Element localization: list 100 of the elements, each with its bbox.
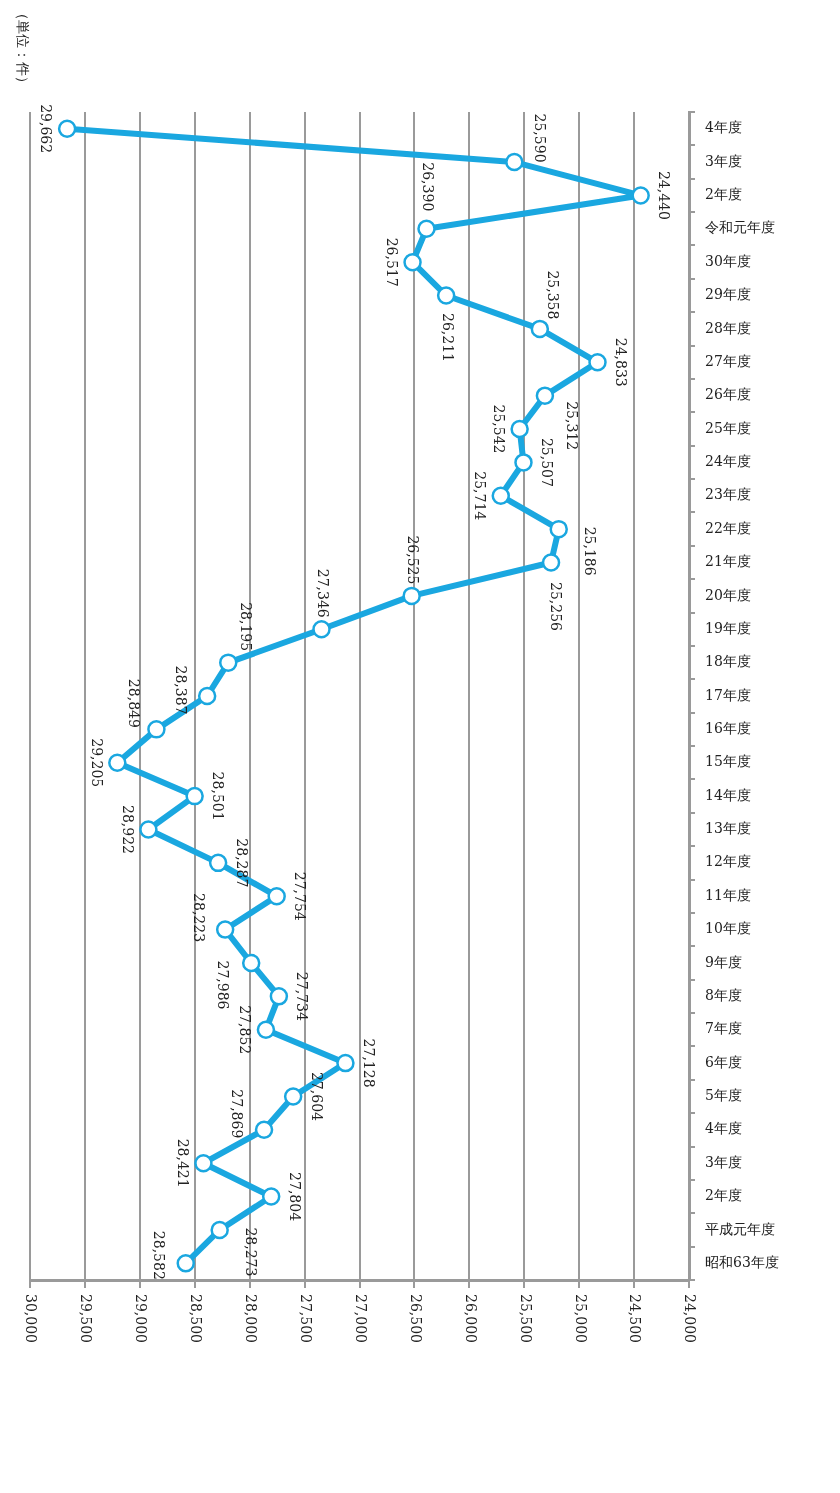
y-tick-label: 6年度 xyxy=(705,1053,742,1070)
point xyxy=(402,586,421,606)
point xyxy=(256,1020,276,1039)
point xyxy=(269,987,289,1006)
data-label: 28,387 xyxy=(172,665,189,715)
data-label: 24,833 xyxy=(612,337,629,387)
point xyxy=(417,219,436,239)
x-tick-label: 29,000 xyxy=(133,1294,150,1343)
point xyxy=(194,1153,213,1173)
data-label: 29,205 xyxy=(88,738,105,788)
point xyxy=(108,753,127,772)
data-label: 25,358 xyxy=(545,270,562,320)
y-tick-label: 23年度 xyxy=(705,486,751,503)
y-tick-label: 28年度 xyxy=(705,319,751,336)
y-tick-label: 昭和63年度 xyxy=(705,1253,779,1270)
point xyxy=(514,453,533,472)
data-label: 27,604 xyxy=(308,1071,325,1122)
y-tick-label: 3年度 xyxy=(705,152,742,169)
point xyxy=(510,419,529,439)
y-tick-label: 平成元年度 xyxy=(705,1220,775,1237)
point xyxy=(267,886,286,906)
text: （単位：件） xyxy=(15,6,32,90)
point xyxy=(588,353,607,372)
point xyxy=(185,786,204,806)
data-label: 28,223 xyxy=(190,893,207,943)
y-tick-label: 2年度 xyxy=(705,1187,742,1204)
y-tick-label: 2年度 xyxy=(705,186,742,203)
y-tick-label: 18年度 xyxy=(705,653,751,670)
y-tick-label: 21年度 xyxy=(705,553,751,570)
data-label: 26,390 xyxy=(419,162,436,212)
point xyxy=(139,820,158,839)
x-tick-label: 24,000 xyxy=(682,1294,699,1343)
data-label: 25,590 xyxy=(531,113,548,163)
data-label: 27,869 xyxy=(229,1089,246,1139)
data-label: 28,287 xyxy=(233,838,250,888)
point xyxy=(147,720,166,739)
x-tick-label: 24,500 xyxy=(627,1294,644,1343)
data-label: 27,346 xyxy=(314,568,331,618)
data-label: 28,195 xyxy=(237,602,254,652)
y-tick-label: 24年度 xyxy=(705,453,751,470)
point xyxy=(210,1220,229,1240)
point xyxy=(197,686,217,706)
x-tick-label: 26,000 xyxy=(462,1294,479,1343)
point xyxy=(549,519,568,539)
data-label: 27,754 xyxy=(292,871,309,921)
y-tick-label: 14年度 xyxy=(705,786,751,803)
point xyxy=(631,186,650,205)
point xyxy=(530,319,550,339)
x-tick-label: 27,500 xyxy=(297,1294,314,1343)
x-tick-label: 28,000 xyxy=(243,1294,260,1343)
data-label: 26,211 xyxy=(439,313,456,363)
x-tick-label: 26,500 xyxy=(407,1294,424,1343)
data-label: 25,312 xyxy=(564,401,581,451)
data-label: 28,501 xyxy=(210,771,226,821)
point xyxy=(312,620,331,639)
y-tick-label: 12年度 xyxy=(705,853,751,870)
data-label: 26,517 xyxy=(383,237,400,287)
data-label: 25,507 xyxy=(538,437,555,487)
y-tick-label: 17年度 xyxy=(705,686,751,703)
y-tick-label: 4年度 xyxy=(705,1120,742,1137)
data-label: 27,128 xyxy=(360,1038,377,1088)
point xyxy=(261,1187,281,1206)
x-tick-label: 29,500 xyxy=(78,1294,95,1343)
point xyxy=(491,486,510,506)
y-tick-label: 29年度 xyxy=(705,286,751,303)
y-tick-label: 27年度 xyxy=(705,352,751,369)
y-tick-label: 9年度 xyxy=(705,953,742,970)
point xyxy=(241,953,261,973)
y-tick-label: 令和元年度 xyxy=(705,219,775,236)
data-label: 27,734 xyxy=(294,971,311,1021)
y-tick-label: 5年度 xyxy=(705,1087,742,1104)
data-label: 28,421 xyxy=(174,1138,191,1188)
x-tick-label: 25,000 xyxy=(572,1294,589,1343)
y-tick-label: 4年度 xyxy=(705,119,742,136)
point xyxy=(176,1254,195,1273)
x-tick-label: 25,500 xyxy=(517,1294,534,1343)
x-tick-label: 30,000 xyxy=(23,1294,40,1343)
y-tick-label: 20年度 xyxy=(705,586,751,603)
y-tick-label: 22年度 xyxy=(705,519,751,536)
data-label: 26,525 xyxy=(405,535,422,585)
data-label: 28,922 xyxy=(119,804,136,854)
y-tick-label: 26年度 xyxy=(705,386,751,403)
y-tick-label: 25年度 xyxy=(705,419,751,436)
point xyxy=(403,252,422,272)
point xyxy=(505,152,524,172)
data-label: 25,714 xyxy=(472,471,489,521)
point xyxy=(336,1053,355,1073)
y-tick-label: 13年度 xyxy=(705,820,751,837)
y-tick-label: 3年度 xyxy=(705,1153,742,1170)
point xyxy=(254,1120,274,1140)
y-tick-label: 30年度 xyxy=(705,252,751,269)
x-tick-label: 28,500 xyxy=(188,1294,205,1343)
point xyxy=(535,386,555,405)
data-label: 28,273 xyxy=(243,1227,260,1277)
data-label: 25,256 xyxy=(548,582,565,632)
y-tick-label: 19年度 xyxy=(705,619,751,636)
point xyxy=(219,653,238,672)
y-tick-label: 10年度 xyxy=(705,920,751,937)
data-label: 25,542 xyxy=(491,404,507,454)
data-label: 27,986 xyxy=(214,960,231,1010)
